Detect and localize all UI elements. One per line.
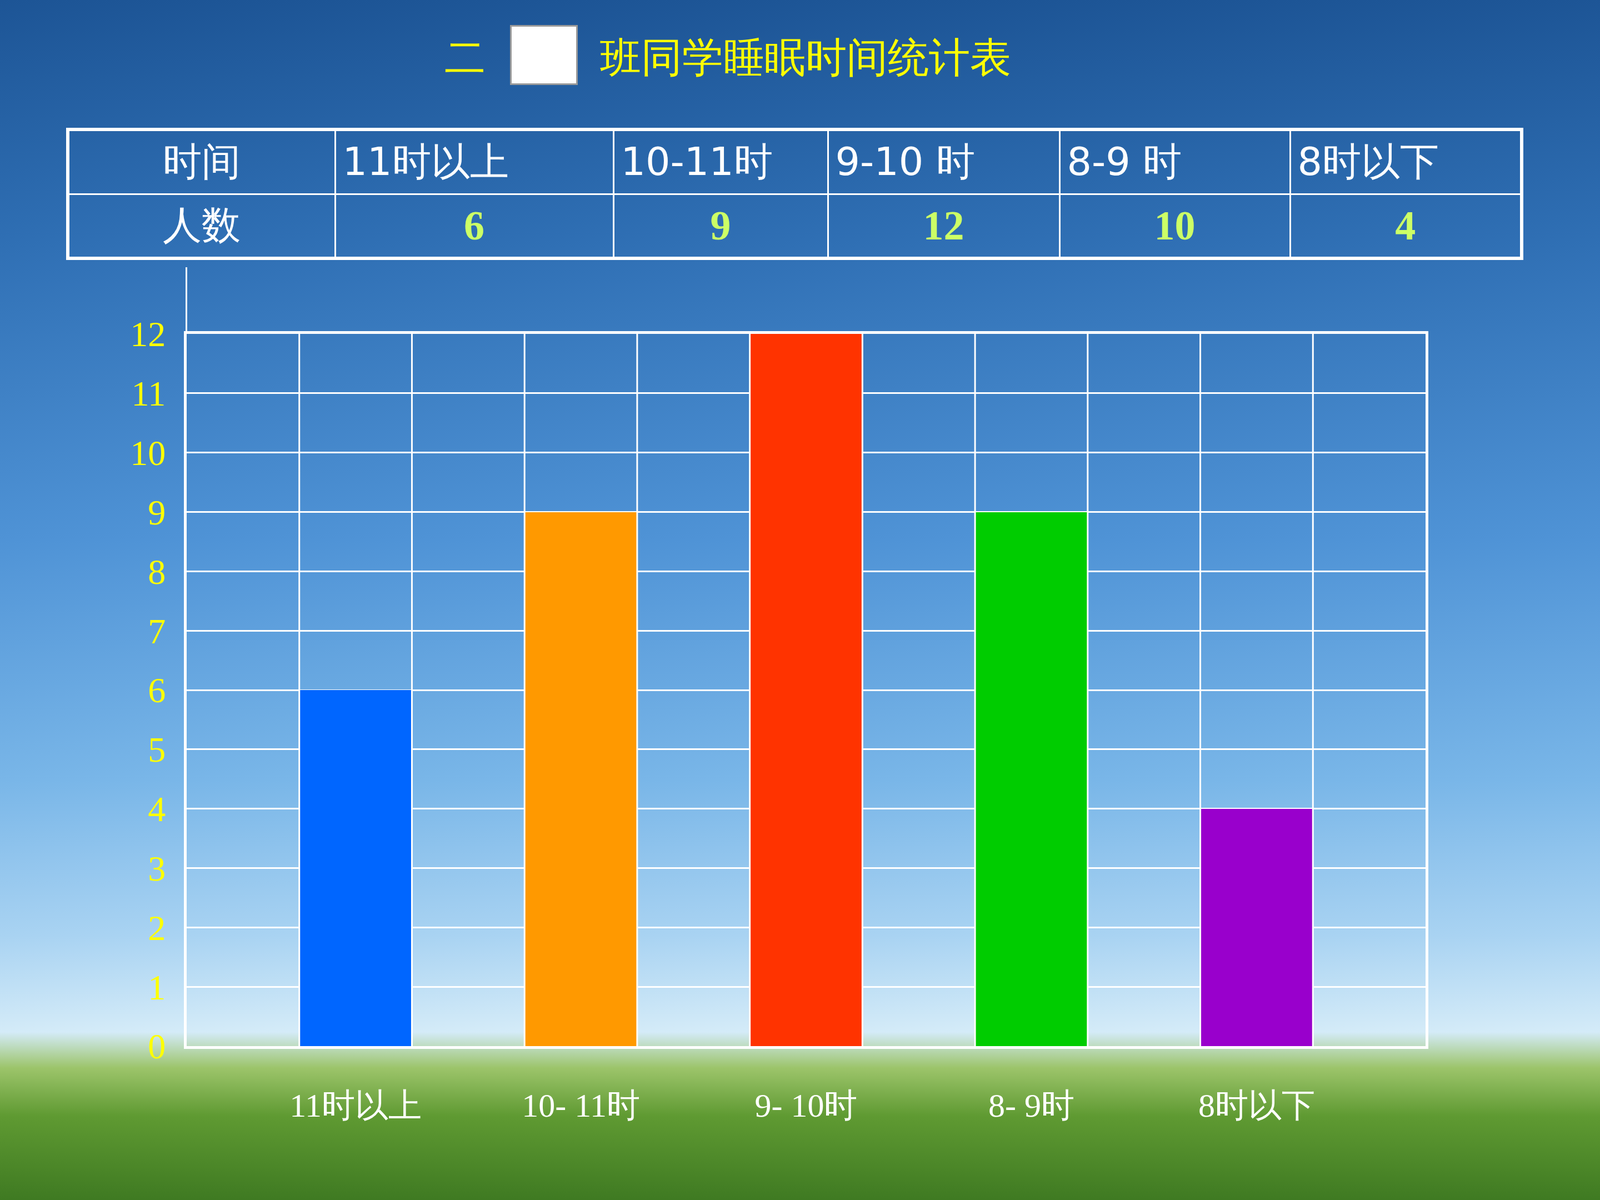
svg-text:3: 3 bbox=[147, 848, 166, 889]
html-text:9-10 时: 9-10 时 bbox=[835, 138, 975, 185]
html-text:10-11时: 10-11时 bbox=[620, 138, 773, 185]
svg-text:7: 7 bbox=[147, 611, 166, 652]
html-text:6: 6 bbox=[463, 202, 485, 249]
svg-text:1: 1 bbox=[147, 967, 166, 1008]
html-text:10: 10 bbox=[1154, 202, 1196, 249]
svg-text:8- 9时: 8- 9时 bbox=[988, 1087, 1075, 1124]
html-text:二: 二 bbox=[444, 33, 486, 82]
html-text:8时以下: 8时以下 bbox=[1297, 138, 1439, 185]
svg-text:5: 5 bbox=[147, 730, 166, 770]
svg-text:0: 0 bbox=[147, 1026, 166, 1067]
svg-text:4: 4 bbox=[147, 789, 166, 829]
svg-text:9: 9 bbox=[147, 492, 166, 533]
html-text:11时以上: 11时以上 bbox=[342, 138, 509, 185]
html-text:班同学睡眠时间统计表: 班同学睡眠时间统计表 bbox=[600, 33, 1012, 82]
svg-text:10- 11时: 10- 11时 bbox=[521, 1087, 640, 1124]
svg-text:11时以上: 11时以上 bbox=[289, 1087, 422, 1124]
html-text:9: 9 bbox=[710, 202, 731, 249]
svg-text:12: 12 bbox=[130, 314, 166, 354]
html-text:8-9 时: 8-9 时 bbox=[1066, 138, 1182, 185]
svg-text:9- 10时: 9- 10时 bbox=[755, 1087, 858, 1124]
svg-text:6: 6 bbox=[147, 670, 166, 710]
svg-text:11: 11 bbox=[131, 373, 167, 414]
html-text:人数: 人数 bbox=[162, 202, 241, 248]
svg-text:8: 8 bbox=[147, 552, 166, 592]
svg-text:8时以下: 8时以下 bbox=[1198, 1087, 1315, 1124]
svg-text:2: 2 bbox=[147, 908, 166, 948]
html-text:时间: 时间 bbox=[162, 138, 241, 185]
svg-text:10: 10 bbox=[130, 433, 166, 473]
html-text:4: 4 bbox=[1395, 202, 1416, 249]
html-text:12: 12 bbox=[923, 202, 965, 249]
